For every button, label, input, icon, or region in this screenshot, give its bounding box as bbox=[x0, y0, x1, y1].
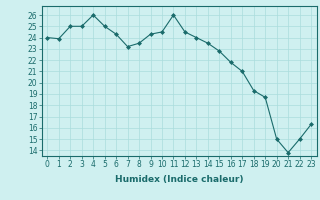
X-axis label: Humidex (Indice chaleur): Humidex (Indice chaleur) bbox=[115, 175, 244, 184]
